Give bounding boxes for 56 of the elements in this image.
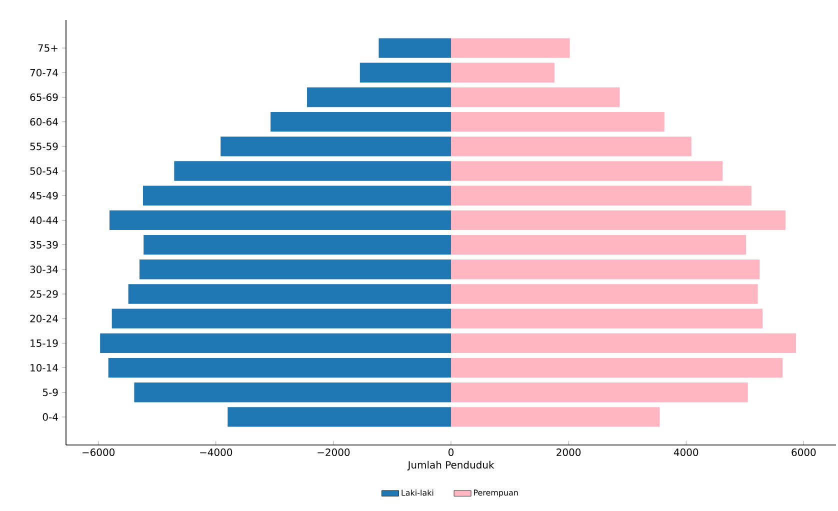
- bar: [112, 308, 452, 328]
- bar: [144, 234, 452, 255]
- x-tick-label: 0: [448, 448, 454, 456]
- y-tick-label: 75+: [38, 44, 58, 52]
- y-tick-label: 10-14: [30, 364, 58, 372]
- bar: [100, 333, 452, 354]
- y-tick-label: 60-64: [30, 118, 58, 126]
- bar: [451, 186, 752, 206]
- bar: [220, 136, 452, 156]
- bar: [451, 382, 748, 402]
- y-tick-label: 45-49: [30, 192, 58, 200]
- bar: [451, 234, 746, 255]
- bar: [378, 38, 452, 58]
- bar: [451, 161, 723, 181]
- bar: [451, 210, 786, 230]
- x-tick-label: −4000: [200, 448, 232, 456]
- x-axis-title: Jumlah Penduduk: [407, 460, 494, 470]
- y-tick-label: 40-44: [30, 216, 58, 224]
- y-tick-label: 15-19: [30, 339, 58, 347]
- bar: [110, 210, 452, 230]
- x-tick-label: −6000: [82, 448, 115, 456]
- y-tick-label: 50-54: [30, 167, 58, 175]
- bar: [451, 62, 554, 82]
- bar: [451, 284, 758, 304]
- bar: [128, 284, 452, 304]
- y-tick-label: 30-34: [30, 266, 58, 274]
- x-tick-label: 4000: [674, 448, 698, 456]
- bar: [451, 308, 763, 328]
- bar: [451, 38, 570, 58]
- bar: [174, 161, 452, 181]
- bar: [139, 260, 452, 280]
- bar: [451, 358, 783, 378]
- bar: [108, 358, 452, 378]
- bar: [143, 186, 452, 206]
- bar: [134, 382, 452, 402]
- bar: [360, 62, 452, 82]
- bar: [451, 136, 692, 156]
- bar: [270, 112, 452, 132]
- bar: [451, 112, 664, 132]
- bar: [228, 407, 452, 427]
- y-tick-label: 35-39: [30, 241, 58, 249]
- x-tick-label: 2000: [556, 448, 581, 456]
- y-tick-label: 25-29: [30, 290, 58, 298]
- y-tick-label: 0-4: [42, 413, 58, 421]
- y-tick-label: 65-69: [30, 93, 58, 101]
- bar: [307, 87, 452, 108]
- bar: [451, 260, 760, 280]
- x-tick-label: 6000: [792, 448, 816, 456]
- y-tick-label: 55-59: [30, 142, 58, 150]
- bar: [451, 333, 796, 354]
- bar: [451, 407, 660, 427]
- bar: [451, 87, 620, 108]
- x-tick-label: −2000: [318, 448, 350, 456]
- y-tick-label: 5-9: [42, 388, 58, 396]
- y-tick-label: 20-24: [30, 314, 58, 322]
- y-tick-label: 70-74: [30, 68, 58, 76]
